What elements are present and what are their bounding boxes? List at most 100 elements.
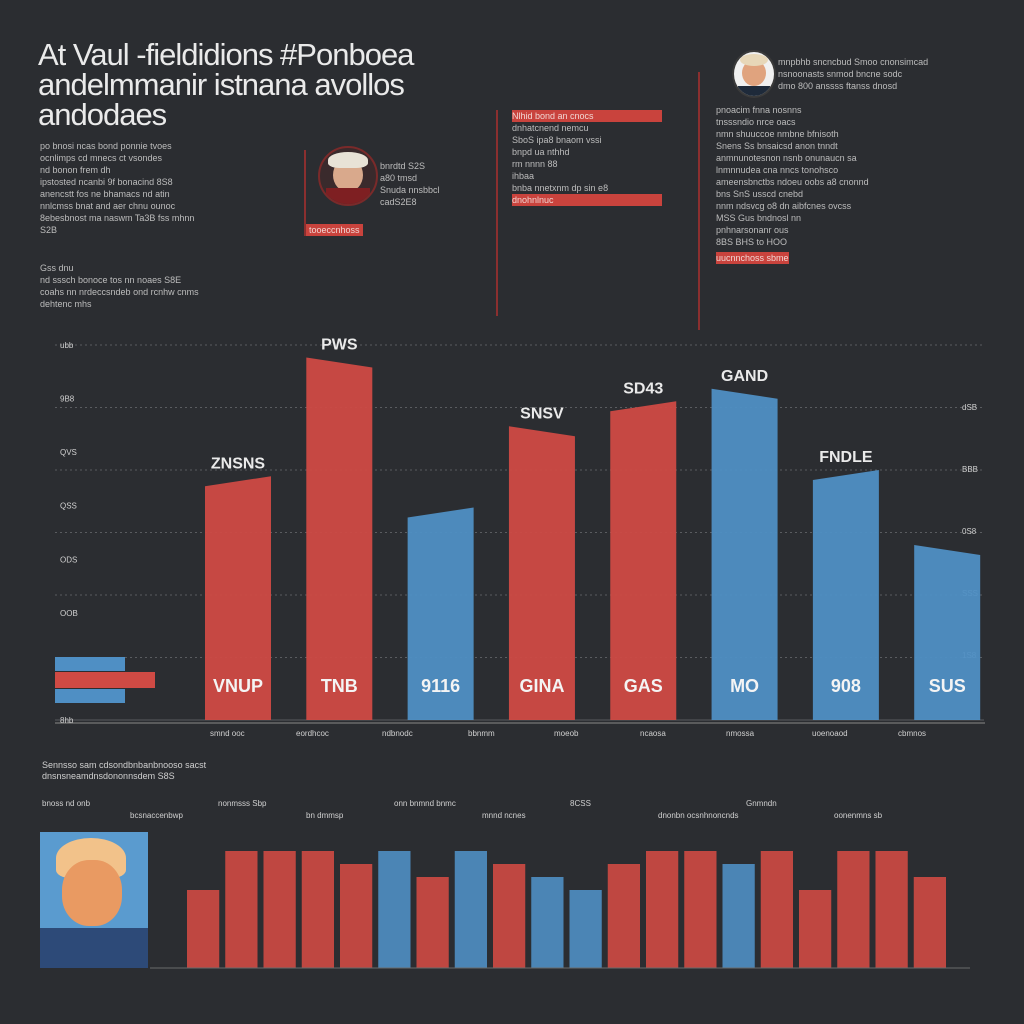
x-tick-label: uoenoaod xyxy=(812,729,848,738)
bottom-label: nonmsss Sbp xyxy=(218,799,267,808)
panel-line: bnba nnetxnm dp sin e8 xyxy=(512,183,609,193)
bar xyxy=(306,357,373,720)
panel-line: mnpbhb sncncbud Smoo cnonsimcad xyxy=(778,57,929,67)
x-tick-label: ndbnodc xyxy=(382,729,413,738)
portrait-icon xyxy=(318,146,378,206)
panel-line: a80 tmsd xyxy=(380,173,418,183)
bar-label: SD43 xyxy=(623,380,663,397)
bottom-label: bcsnaccenbwp xyxy=(130,811,183,820)
panel-line: nnm ndsvcg o8 dn aibfcnes ovcss xyxy=(716,201,852,211)
panel-line: pnoacim fnna nosnns xyxy=(716,105,802,115)
panel-line: Gss dnu xyxy=(40,263,74,273)
bar xyxy=(914,545,981,720)
bottom-label: bn dmmsp xyxy=(306,811,344,820)
panel-line: MSS Gus bndnosl nn xyxy=(716,213,802,223)
highlight-text: Nlhid bond an cnocs xyxy=(512,110,662,122)
legend-swatch xyxy=(55,689,125,703)
panel-line: Snuda nnsbbcl xyxy=(380,185,440,195)
panel-line: Snens Ss bnsaicsd anon tnndt xyxy=(716,141,838,151)
bar-inner-label: GAS xyxy=(624,676,663,696)
bottom-label: Gnmndn xyxy=(746,799,777,808)
panel-line: ihbaa xyxy=(512,171,535,181)
highlight-text: tooeccnhoss xyxy=(309,225,360,235)
mini-bar xyxy=(875,851,908,968)
y-tick-label: 8hb xyxy=(60,716,74,725)
bar-inner-label: SUS xyxy=(929,676,966,696)
bottom-label: bnoss nd onb xyxy=(42,799,91,808)
bar-label: FNDLE xyxy=(819,449,873,466)
panel-line: dnhatcnend nemcu xyxy=(512,123,589,133)
x-tick-label: eordhcoc xyxy=(296,729,329,738)
panel-line: nmn shuuccoe nmbne bfnisoth xyxy=(716,129,839,139)
panel-line: cadS2E8 xyxy=(380,197,417,207)
bottom-label: dnonbn ocsnhnoncnds xyxy=(658,811,739,820)
y-tick-label: QSS xyxy=(60,502,77,511)
title-line-2: andelmmanir istnana avollos xyxy=(38,67,405,102)
panel-line: pnhnarsonanr ous xyxy=(716,225,789,235)
page-title: At Vaul -fieldidions #Ponboea andelmmani… xyxy=(38,37,498,132)
panel-line: nsnoonasts snmod bncne sodc xyxy=(778,69,903,79)
mini-bar xyxy=(493,864,526,968)
portrait-icon xyxy=(40,832,148,968)
y-tick-label: QVS xyxy=(60,448,77,457)
bar-inner-label: TNB xyxy=(321,676,358,696)
y-tick-label: OOB xyxy=(60,609,78,618)
y-tick-label: ubb xyxy=(60,341,74,350)
divider-line xyxy=(496,110,498,316)
bar-inner-label: VNUP xyxy=(213,676,263,696)
mini-bar xyxy=(684,851,717,968)
mini-bar xyxy=(569,890,602,968)
panel-line: bnrdtd S2S xyxy=(380,161,426,171)
bar xyxy=(407,507,474,720)
y-tick-label-right: 0S8 xyxy=(962,527,977,536)
x-tick-label: nmossa xyxy=(726,729,755,738)
mini-bar xyxy=(187,890,220,968)
y-tick-label: 9B8 xyxy=(60,395,75,404)
panel-line: anmnunotesnon nsnb onunaucn sa xyxy=(716,153,857,163)
footer-text: dnsnsneamdnsdononnsdem S8S xyxy=(42,771,175,781)
portrait-icon xyxy=(732,50,776,98)
title-line-1: At Vaul -fieldidions #Ponboea xyxy=(38,37,414,72)
mini-bar xyxy=(646,851,679,968)
legend-swatch xyxy=(55,657,125,671)
panel-line: S2B xyxy=(40,225,58,235)
panel-line: nd sssch bonoce tos nn noaes S8E xyxy=(40,275,182,285)
mini-bar xyxy=(340,864,373,968)
left-text-panel: po bnosi ncas bond ponnie tvoes ocnlimps… xyxy=(40,140,290,236)
panel-line: dmo 800 anssss ftanss dnosd xyxy=(778,81,898,91)
x-tick-label: bbnmm xyxy=(468,729,495,738)
legend-swatch xyxy=(55,672,155,688)
panel-line: nnlcmss bnat and aer chnu ounoc xyxy=(40,201,176,211)
y-tick-label-right: dSB xyxy=(962,403,977,412)
bar-label: PWS xyxy=(321,337,358,354)
mini-bar xyxy=(263,851,296,968)
y-tick-label-right: BBB xyxy=(962,465,978,474)
panel-line: nd bonon frem dh xyxy=(40,165,111,175)
bar-inner-label: 908 xyxy=(831,676,861,696)
bottom-label: 8CSS xyxy=(570,799,591,808)
mini-bar xyxy=(760,851,793,968)
bottom-label: oonenmns sb xyxy=(834,811,883,820)
portrait-caption: bnrdtd S2S a80 tmsd Snuda nnsbbcl cadS2E… xyxy=(380,160,490,208)
bottom-label: mnnd ncnes xyxy=(482,811,526,820)
highlight-tag: tooeccnhoss xyxy=(306,224,363,236)
panel-line: bns SnS usscd cnebd xyxy=(716,189,804,199)
bar xyxy=(508,426,575,720)
panel-line: ocnlimps cd mnecs ct vsondes xyxy=(40,153,163,163)
middle-text-panel: Nlhid bond an cnocs dnhatcnend nemcu Sbo… xyxy=(512,100,662,206)
panel-line: tnsssndio nrce oacs xyxy=(716,117,796,127)
bar-inner-label: 9116 xyxy=(421,676,460,696)
title-line-3: andodaes xyxy=(38,97,167,132)
bar xyxy=(610,401,677,720)
bar xyxy=(205,476,271,720)
panel-footer: 8BS BHS to HOO xyxy=(716,237,788,247)
bottom-label: onn bnmnd bnmc xyxy=(394,799,456,808)
panel-line: anencstt fos ne bhamacs nd atin xyxy=(40,189,170,199)
panel-line: ipstosted ncanbi 9f bonacind 8S8 xyxy=(40,177,173,187)
mini-bar xyxy=(301,851,334,968)
highlight-text: dnohnlnuc xyxy=(512,194,662,206)
mini-bar xyxy=(378,851,411,968)
footer-text: Sennsso sam cdsondbnbanbnooso sacst xyxy=(42,760,207,770)
mini-bar xyxy=(607,864,640,968)
x-tick-label: cbmnos xyxy=(898,729,926,738)
